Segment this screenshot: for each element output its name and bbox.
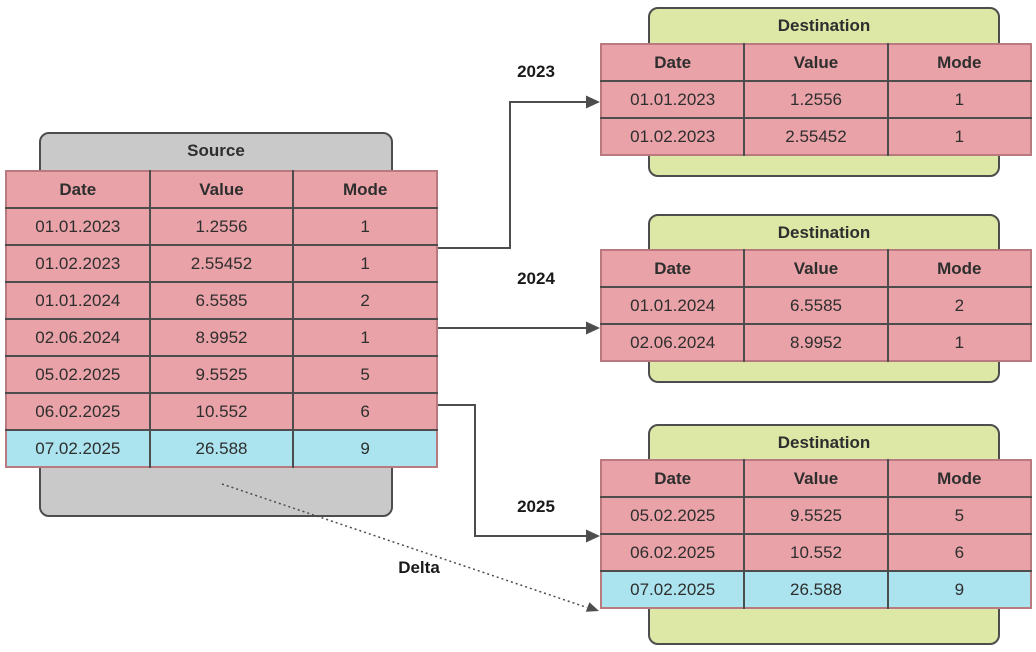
source-table: Date Value Mode 01.01.2023 1.2556 1 01.02.2023… [5, 170, 438, 468]
header-cell: Mode [293, 171, 437, 209]
data-cell: 06.02.2025 [601, 534, 746, 572]
table-row: 05.02.2025 9.5525 5 [6, 356, 437, 394]
data-cell: 05.02.2025 [601, 497, 746, 535]
data-cell: 1 [887, 118, 1031, 155]
data-cell: 5 [887, 497, 1031, 535]
header-cell: Value [744, 250, 889, 288]
data-cell: 2.55452 [744, 118, 889, 155]
data-cell: 9.5525 [149, 356, 295, 394]
destination-table-2025: Date Value Mode 05.02.2025 9.5525 5 06.02.2025… [600, 459, 1032, 609]
data-cell: 01.02.2023 [6, 245, 151, 283]
table-row-highlighted: 07.02.2025 26.588 9 [601, 571, 1031, 608]
data-cell: 6.5585 [149, 282, 295, 320]
arrow-label-delta: Delta [398, 558, 440, 577]
data-cell: 10.552 [744, 534, 889, 572]
header-cell: Value [744, 44, 889, 82]
header-row: Date Value Mode [601, 250, 1031, 288]
table-row: 01.01.2023 1.2556 1 [6, 208, 437, 246]
data-cell: 6 [887, 534, 1031, 572]
header-cell: Date [601, 250, 746, 288]
table-row: 01.02.2023 2.55452 1 [601, 118, 1031, 155]
arrow-label-2024: 2024 [517, 269, 555, 288]
arrow-label-2023: 2023 [517, 62, 555, 81]
table-row: 06.02.2025 10.552 6 [601, 534, 1031, 572]
data-cell: 2 [293, 282, 437, 320]
source-title: Source [187, 141, 245, 160]
header-cell: Mode [887, 460, 1031, 498]
data-cell: 01.01.2023 [6, 208, 151, 246]
header-cell: Date [601, 460, 746, 498]
data-cell: 07.02.2025 [6, 430, 151, 467]
header-cell: Date [6, 171, 151, 209]
data-cell: 05.02.2025 [6, 356, 151, 394]
data-cell: 1.2556 [744, 81, 889, 119]
arrowhead-delta [585, 602, 599, 612]
data-cell: 01.01.2024 [601, 287, 746, 325]
destination-title: Destination [777, 433, 871, 452]
arrow-2023 [438, 95, 600, 249]
header-cell: Value [149, 171, 295, 209]
header-cell: Value [744, 460, 889, 498]
data-cell: 1 [887, 324, 1031, 361]
header-cell: Mode [887, 250, 1031, 288]
header-row: Date Value Mode [6, 171, 437, 209]
data-cell: 9.5525 [744, 497, 889, 535]
data-cell: 1 [293, 245, 437, 283]
data-cell: 01.01.2023 [601, 81, 746, 119]
data-cell: 26.588 [149, 430, 295, 467]
arrow-2024 [438, 321, 600, 335]
data-cell: 5 [293, 356, 437, 394]
arrowhead-2025 [586, 529, 600, 543]
arrow-label-2025: 2025 [517, 497, 555, 516]
data-cell: 06.02.2025 [6, 393, 151, 431]
arrowhead-2023 [586, 95, 600, 109]
data-cell: 1 [293, 208, 437, 246]
data-cell: 6 [293, 393, 437, 431]
data-cell: 1.2556 [149, 208, 295, 246]
data-cell: 8.9952 [149, 319, 295, 357]
header-cell: Mode [887, 44, 1031, 82]
data-cell: 8.9952 [744, 324, 889, 361]
data-cell: 9 [293, 430, 437, 467]
data-cell: 01.02.2023 [601, 118, 746, 155]
data-cell: 02.06.2024 [601, 324, 746, 361]
data-cell: 10.552 [149, 393, 295, 431]
arrow-2025 [438, 404, 600, 543]
table-row: 06.02.2025 10.552 6 [6, 393, 437, 431]
data-cell: 1 [293, 319, 437, 357]
header-row: Date Value Mode [601, 460, 1031, 498]
data-cell: 6.5585 [744, 287, 889, 325]
data-cell: 07.02.2025 [601, 571, 746, 608]
table-row: 01.01.2024 6.5585 2 [6, 282, 437, 320]
destination-table-2024: Date Value Mode 01.01.2024 6.5585 2 02.06.2024… [600, 249, 1032, 362]
data-cell: 2 [887, 287, 1031, 325]
destination-table-2023: Date Value Mode 01.01.2023 1.2556 1 01.02.2023… [600, 43, 1032, 156]
data-cell: 1 [887, 81, 1031, 119]
table-row: 02.06.2024 8.9952 1 [6, 319, 437, 357]
data-cell: 9 [887, 571, 1031, 608]
arrowhead-2024 [586, 321, 600, 335]
header-row: Date Value Mode [601, 44, 1031, 82]
table-row: 01.01.2024 6.5585 2 [601, 287, 1031, 325]
table-row: 05.02.2025 9.5525 5 [601, 497, 1031, 535]
data-cell: 26.588 [744, 571, 889, 608]
data-cell: 02.06.2024 [6, 319, 151, 357]
table-row: 02.06.2024 8.9952 1 [601, 324, 1031, 361]
data-cell: 2.55452 [149, 245, 295, 283]
data-cell: 01.01.2024 [6, 282, 151, 320]
destination-title: Destination [777, 223, 871, 242]
header-cell: Date [601, 44, 746, 82]
table-row: 01.02.2023 2.55452 1 [6, 245, 437, 283]
table-row-highlighted: 07.02.2025 26.588 9 [6, 430, 437, 467]
table-row: 01.01.2023 1.2556 1 [601, 81, 1031, 119]
destination-title: Destination [777, 16, 871, 35]
